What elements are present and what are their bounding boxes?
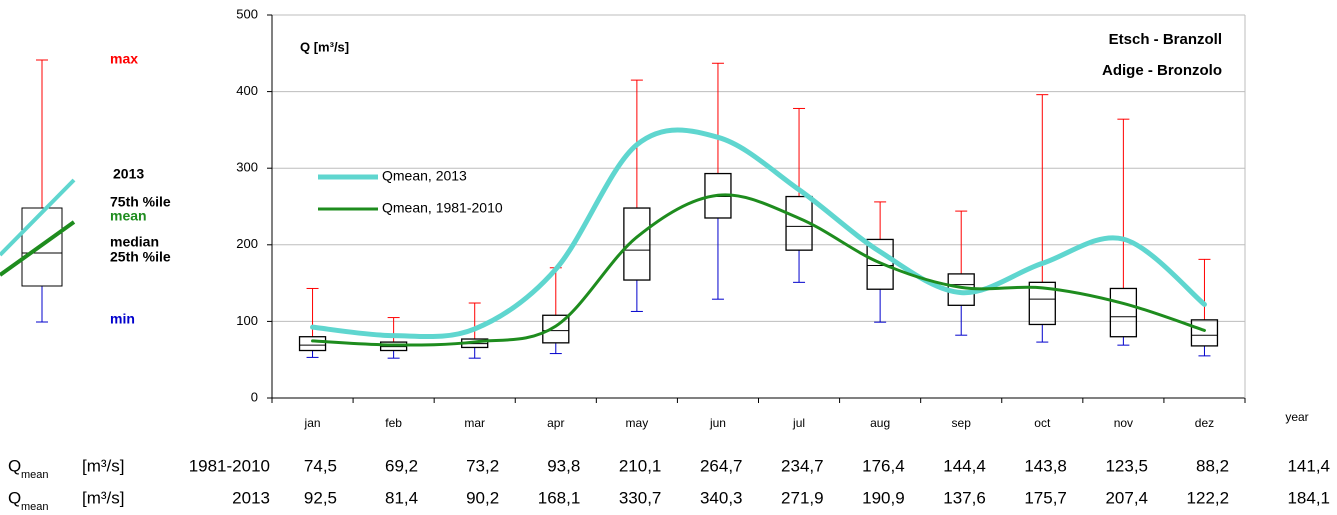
table-cell: 175,7 <box>1024 488 1067 507</box>
legend-label: 25th %ile <box>110 249 171 265</box>
x-tick-label: mar <box>464 416 485 430</box>
legend-label: max <box>110 51 138 67</box>
table-cell: 141,4 <box>1287 456 1330 475</box>
x-tick-label: may <box>626 416 649 430</box>
table-cell: 210,1 <box>619 456 662 475</box>
table-cell: 330,7 <box>619 488 662 507</box>
box <box>1190 319 1219 347</box>
y-tick-label: 100 <box>236 313 258 328</box>
table-cell: 207,4 <box>1105 488 1148 507</box>
table-cell: 143,8 <box>1024 456 1067 475</box>
box-legend: max 2013 75th %ile mean median 25th %ile… <box>0 51 171 327</box>
x-tick-label: aug <box>870 416 890 430</box>
table-cell: 88,2 <box>1196 456 1229 475</box>
x-tick-label: jun <box>709 416 726 430</box>
table-cell: 340,3 <box>700 488 743 507</box>
y-tick-label: 400 <box>236 83 258 98</box>
table-cell: 264,7 <box>700 456 743 475</box>
x-tick-label: jan <box>304 416 321 430</box>
table-cell: 190,9 <box>862 488 905 507</box>
chart-title: Q [m³/s] <box>300 39 349 54</box>
annotation: Etsch - Branzoll <box>1109 31 1222 48</box>
year-label: year <box>1285 410 1308 424</box>
y-tick-label: 500 <box>236 6 258 21</box>
annotation: Adige - Bronzolo <box>1102 62 1222 79</box>
box <box>1109 287 1138 338</box>
mean-line <box>311 193 1206 347</box>
box <box>1028 281 1056 326</box>
table-cell: 234,7 <box>781 456 824 475</box>
y-tick-label: 200 <box>236 236 258 251</box>
legend-label: median <box>110 234 159 250</box>
table-period: 2013 <box>232 488 270 507</box>
legend-label: Qmean, 2013 <box>382 168 467 184</box>
box <box>542 314 570 344</box>
mean-line <box>310 127 1207 340</box>
box <box>298 336 327 352</box>
table-cell: 184,1 <box>1287 488 1330 507</box>
x-tick-label: feb <box>385 416 402 430</box>
table-cell: 271,9 <box>781 488 824 507</box>
legend-label: min <box>110 311 135 327</box>
table-cell: 144,4 <box>943 456 986 475</box>
box <box>623 207 651 281</box>
legend-box <box>21 207 63 287</box>
x-tick-label: oct <box>1034 416 1051 430</box>
table-cell: 74,5 <box>304 456 337 475</box>
table-period: 1981-2010 <box>189 456 270 475</box>
x-tick-label: apr <box>547 416 564 430</box>
table-symbol: Q <box>8 456 21 475</box>
table-cell: 122,2 <box>1187 488 1230 507</box>
table-symbol: Q <box>8 488 21 507</box>
legend-label: mean <box>110 208 147 224</box>
table-cell: 168,1 <box>538 488 581 507</box>
table-cell: 93,8 <box>547 456 580 475</box>
x-tick-label: nov <box>1114 416 1133 430</box>
table-cell: 69,2 <box>385 456 418 475</box>
legend-label: 2013 <box>113 166 144 182</box>
legend-line <box>0 220 76 277</box>
x-tick-label: jul <box>792 416 805 430</box>
legend-label: Qmean, 1981-2010 <box>382 200 503 216</box>
table-cell: 73,2 <box>466 456 499 475</box>
box <box>866 238 894 290</box>
table-subscript: mean <box>21 501 49 513</box>
table-cell: 90,2 <box>466 488 499 507</box>
table-cell: 123,5 <box>1105 456 1148 475</box>
x-tick-label: sep <box>952 416 972 430</box>
table-cell: 81,4 <box>385 488 418 507</box>
y-tick-label: 0 <box>251 389 258 404</box>
legend-label: 75th %ile <box>110 194 171 210</box>
table-subscript: mean <box>21 469 49 481</box>
x-tick-label: dez <box>1195 416 1214 430</box>
table-unit: [m³/s] <box>82 488 125 507</box>
table-cell: 137,6 <box>943 488 986 507</box>
y-tick-label: 300 <box>236 160 258 175</box>
table-cell: 176,4 <box>862 456 905 475</box>
legend-line <box>0 178 76 257</box>
table-cell: 92,5 <box>304 488 337 507</box>
table-unit: [m³/s] <box>82 456 125 475</box>
